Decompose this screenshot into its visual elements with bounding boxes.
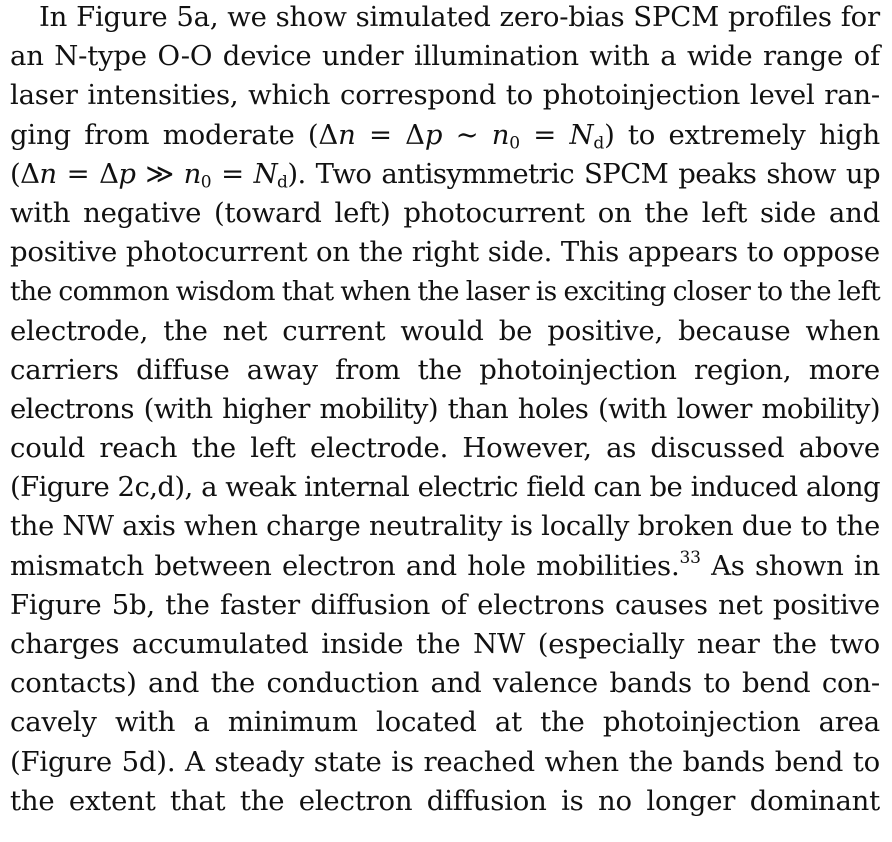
text-line-20: (Figure 5d). A steady state is reached w… xyxy=(10,745,880,778)
text-line-4: ging from moderate (Δn = Δp ∼ n0 = Nd) t… xyxy=(10,116,880,155)
text-line-17: charges accumulated inside the NW (espec… xyxy=(10,628,880,660)
text-line-3: laser intensities, which correspond to p… xyxy=(10,79,880,112)
text-line-5: (Δn = Δp ≫ n0 = Nd). Two antisymmetric S… xyxy=(10,155,881,194)
text-line-12: could reach the left electrode. However,… xyxy=(10,432,880,465)
text-line-14: the NW axis when charge neutrality is lo… xyxy=(10,511,880,543)
text-line-15-main: mismatch between electron and hole mobil… xyxy=(10,549,680,582)
text-line-11: electrons (with higher mobility) than ho… xyxy=(10,392,881,425)
subscript-d: d xyxy=(277,172,288,192)
text-line-10: carriers diffuse away from the photoinje… xyxy=(10,353,880,386)
subscript-0: 0 xyxy=(509,132,520,153)
citation-superscript: 33 xyxy=(679,547,701,568)
text-line-15-post: As shown in xyxy=(700,549,880,582)
text-line-18: contacts) and the conduction and valence… xyxy=(10,667,880,700)
text-line-9: electrode, the net current would be posi… xyxy=(10,314,880,347)
delta-symbol: Δ xyxy=(20,157,40,190)
body-paragraph: In Figure 5a, we show simulated zero-bia… xyxy=(10,0,881,821)
text-line-21: the extent that the electron diffusion i… xyxy=(10,784,880,817)
delta-symbol: Δ xyxy=(405,118,425,151)
text-line-2: an N-type O-O device under illumination … xyxy=(10,40,880,73)
text-line-19: cavely with a minimum located at the pho… xyxy=(10,706,880,739)
text-line-4-post: ) to extremely high xyxy=(604,118,880,151)
subscript-0: 0 xyxy=(200,172,212,192)
var-n: n xyxy=(39,157,57,190)
text-line-5-post: ). Two antisymmetric SPCM peaks show up xyxy=(287,157,881,190)
var-p: p xyxy=(118,157,136,190)
delta-symbol: Δ xyxy=(318,118,339,151)
text-line-5-pre: ( xyxy=(10,157,21,190)
text-line-6: with negative (toward left) photocurrent… xyxy=(10,196,880,229)
text-line-16: Figure 5b, the faster diffusion of elect… xyxy=(10,588,880,621)
var-n: n xyxy=(338,118,356,151)
sim-sign: ∼ xyxy=(442,118,492,151)
subscript-d: d xyxy=(593,132,605,153)
much-greater-sign: ≫ xyxy=(135,157,184,190)
var-p: p xyxy=(424,118,443,151)
equals-sign: = xyxy=(355,118,406,151)
var-n0: n xyxy=(183,157,202,190)
delta-symbol: Δ xyxy=(99,157,119,190)
var-n0: n xyxy=(491,118,510,151)
equals-sign: = xyxy=(519,118,570,151)
text-line-4-pre: ging from moderate ( xyxy=(10,118,319,151)
text-line-1: In Figure 5a, we show simulated zero-bia… xyxy=(39,1,880,33)
var-N: N xyxy=(253,157,278,190)
text-line-8: the common wisdom that when the laser is… xyxy=(10,276,881,308)
equals-sign: = xyxy=(211,157,254,190)
equals-sign: = xyxy=(56,157,100,190)
text-line-13: (Figure 2c,d), a weak internal electric … xyxy=(10,471,881,504)
var-N: N xyxy=(569,118,594,151)
text-line-15: mismatch between electron and hole mobil… xyxy=(10,547,880,586)
text-line-7: positive photocurrent on the right side.… xyxy=(10,236,880,269)
